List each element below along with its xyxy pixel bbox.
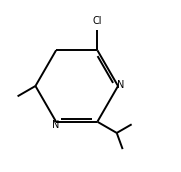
- Text: N: N: [52, 120, 59, 130]
- Text: N: N: [117, 80, 125, 90]
- Text: Cl: Cl: [93, 16, 102, 26]
